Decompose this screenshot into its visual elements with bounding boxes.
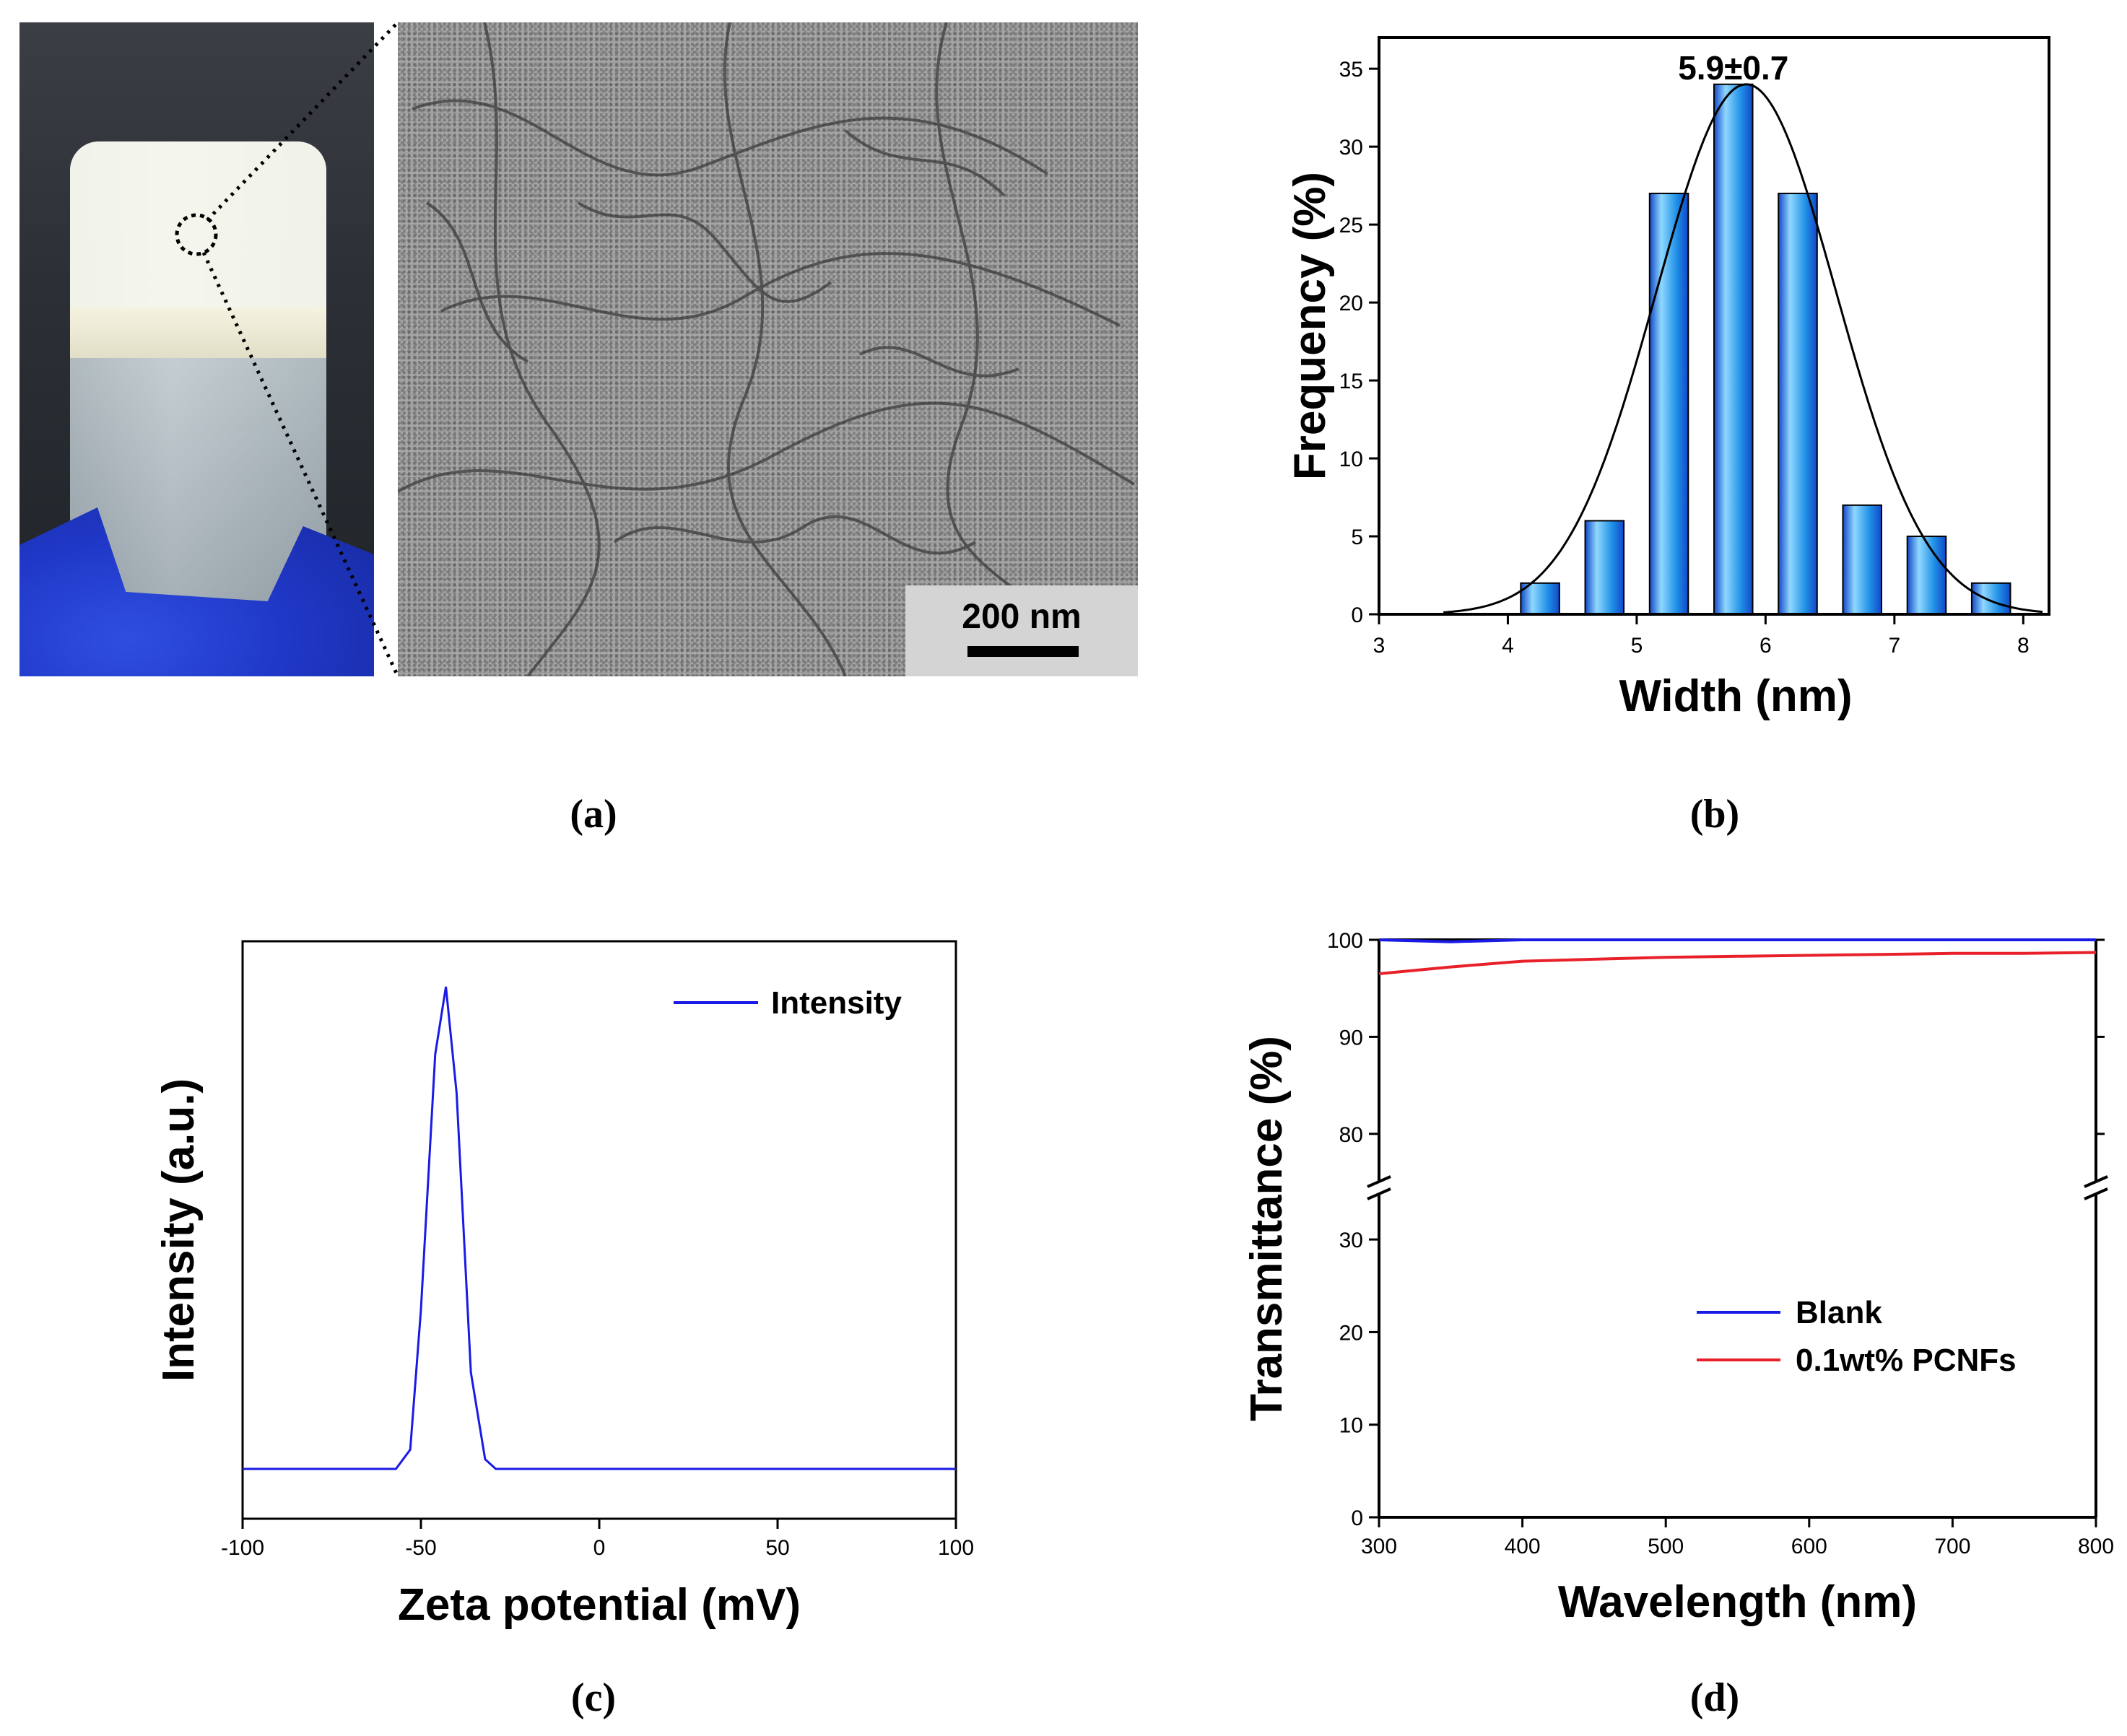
y-tick-label-d: 80	[1339, 1123, 1363, 1147]
y-tick-label-b: 35	[1339, 58, 1363, 82]
zeta-intensity-line	[243, 986, 956, 1470]
x-tick-label-c: 100	[938, 1536, 974, 1560]
x-tick-label-c: -50	[405, 1536, 436, 1560]
x-tick-label-b: 7	[1889, 634, 1901, 658]
axis-break-mark-1	[2084, 1175, 2108, 1188]
panel-label-d: (d)	[1689, 1675, 1740, 1720]
legend-label-intensity: Intensity	[771, 985, 902, 1021]
panel-label-c: (c)	[570, 1675, 617, 1720]
x-tick-label-b: 4	[1502, 634, 1514, 658]
x-tick-label-c: -100	[221, 1536, 264, 1560]
x-tick-label-b: 5	[1631, 634, 1643, 658]
chart-b: 3 4 5 6 7 8 0 5 10 15 20 25 30 35 Width (nm) Frequency …	[1285, 36, 2050, 721]
x-tick-label-c: 0	[593, 1536, 606, 1560]
y-tick-label-b: 25	[1339, 214, 1363, 237]
histogram-bar-3	[1713, 83, 1754, 615]
histogram-bar-7	[1970, 582, 2011, 615]
y-tick-label-d: 0	[1351, 1506, 1363, 1530]
transmittance-line-1	[1378, 951, 2097, 975]
x-tick-label-c: 50	[765, 1536, 789, 1560]
y-axis-label-c: Intensity (a.u.)	[154, 1078, 204, 1382]
x-axis-label-d: Wavelength (nm)	[1558, 1577, 1917, 1627]
y-tick-label-d: 100	[1327, 929, 1363, 953]
y-axis-label-d: Transmittance (%)	[1242, 1036, 1292, 1421]
chart-c: -100 -50 0 50 100 Intensity Zeta potential (mV…	[154, 940, 974, 1630]
histogram-bar-4	[1778, 192, 1818, 616]
y-tick-label-b: 20	[1339, 292, 1363, 315]
x-tick-label-d: 400	[1505, 1535, 1541, 1558]
histogram-bar-5	[1842, 504, 1882, 615]
legend-label-d-1: 0.1wt% PCNFs	[1796, 1343, 2017, 1378]
x-axis-label-b: Width (nm)	[1619, 671, 1852, 721]
x-tick-label-d: 500	[1648, 1535, 1684, 1558]
histogram-bar-0	[1520, 582, 1560, 615]
plot-frame-b	[1378, 36, 2050, 616]
gaussian-fit-curve	[1443, 83, 2043, 614]
axis-break-mark-1	[2084, 1187, 2108, 1200]
y-tick-label-b: 5	[1351, 525, 1363, 549]
histogram-bar-6	[1906, 536, 1947, 616]
x-tick-label-d: 300	[1361, 1535, 1397, 1558]
histogram-bar-1	[1584, 520, 1625, 615]
tem-image: 200 nm	[398, 22, 1138, 676]
mean-annotation: 5.9±0.7	[1678, 49, 1788, 87]
fiber-network	[398, 22, 1136, 676]
y-tick-label-d: 10	[1339, 1414, 1363, 1438]
legend-label-d-0: Blank	[1796, 1295, 1882, 1330]
x-tick-label-d: 600	[1791, 1535, 1827, 1558]
chart-d: 300 400 500 600 700 800 0 10 20 30 80 90 100 Blank 0.1…	[1242, 929, 2114, 1627]
y-tick-label-b: 10	[1339, 448, 1363, 471]
x-tick-label-b: 3	[1373, 634, 1386, 658]
y-tick-label-d: 20	[1339, 1321, 1363, 1345]
x-axis-label-c: Zeta potential (mV)	[398, 1580, 801, 1630]
axis-break-mark-0	[1367, 1175, 1391, 1188]
scale-bar-label: 200 nm	[962, 598, 1082, 636]
y-tick-label-d: 30	[1339, 1229, 1363, 1252]
histogram-bar-2	[1648, 192, 1689, 616]
scale-bar	[967, 646, 1079, 657]
panel-label-b: (b)	[1689, 792, 1740, 837]
y-tick-label-b: 15	[1339, 370, 1363, 393]
plot-frame-c	[241, 940, 957, 1520]
axis-break-mark-0	[1367, 1187, 1391, 1200]
x-tick-label-b: 8	[2017, 634, 2030, 658]
x-tick-label-d: 700	[1934, 1535, 1970, 1558]
transmittance-line-0	[1378, 938, 2096, 943]
panel-label-a: (a)	[570, 792, 617, 837]
y-tick-label-b: 0	[1351, 603, 1363, 627]
y-tick-label-b: 30	[1339, 136, 1363, 160]
x-tick-label-d: 800	[2078, 1535, 2114, 1558]
y-axis-label-b: Frequency (%)	[1285, 172, 1335, 480]
scale-bar-box: 200 nm	[905, 585, 1138, 676]
y-tick-label-d: 90	[1339, 1026, 1363, 1050]
x-tick-label-b: 6	[1760, 634, 1772, 658]
